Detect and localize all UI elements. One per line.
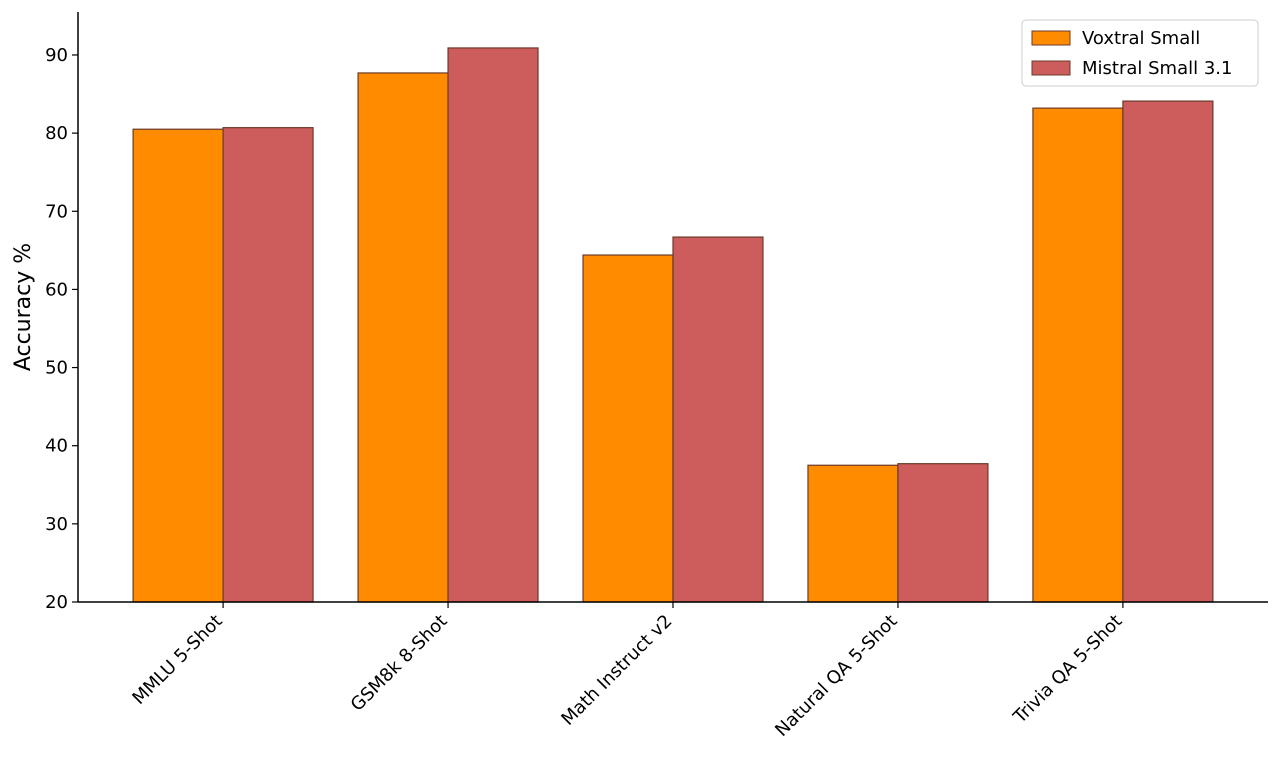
bar xyxy=(672,236,764,603)
bar xyxy=(222,127,314,603)
y-tick-label: 30 xyxy=(45,514,68,535)
bar xyxy=(807,464,899,603)
x-tick-label: MMLU 5-Shot xyxy=(128,611,226,709)
y-tick-label: 80 xyxy=(45,123,68,144)
x-tick-label: Math Instruct v2 xyxy=(557,611,676,730)
x-tick-label: Trivia QA 5-Shot xyxy=(1009,611,1127,729)
bar xyxy=(447,47,539,603)
y-axis-label: Accuracy % xyxy=(11,243,36,371)
legend-label: Voxtral Small xyxy=(1082,28,1200,49)
legend-swatch xyxy=(1031,30,1071,46)
bar xyxy=(132,128,224,603)
x-tick-label: GSM8k 8-Shot xyxy=(347,611,452,716)
bar xyxy=(1032,107,1124,603)
y-tick-label: 20 xyxy=(45,592,68,613)
x-tick-label: Natural QA 5-Shot xyxy=(771,611,901,741)
y-tick-label: 60 xyxy=(45,279,68,300)
legend-box xyxy=(1021,19,1259,87)
bar xyxy=(582,254,674,603)
y-tick-label: 70 xyxy=(45,201,68,222)
bar xyxy=(1122,100,1214,603)
bar xyxy=(897,463,989,603)
y-tick-label: 90 xyxy=(45,45,68,66)
y-tick-label: 40 xyxy=(45,436,68,457)
y-tick-label: 50 xyxy=(45,358,68,379)
legend-label: Mistral Small 3.1 xyxy=(1082,58,1232,79)
bar xyxy=(357,72,449,603)
legend-swatch xyxy=(1031,60,1071,76)
